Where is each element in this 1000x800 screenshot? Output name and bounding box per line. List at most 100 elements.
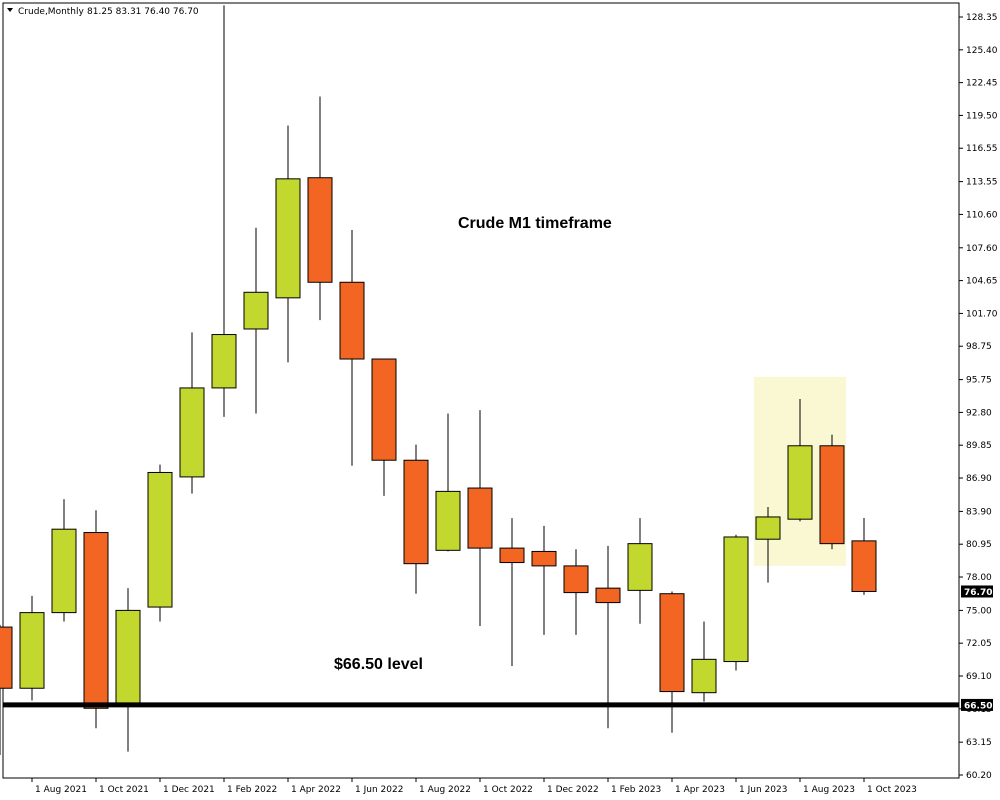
candle-body xyxy=(243,291,269,330)
candle-body xyxy=(595,587,621,604)
y-tick-label: 125.40 xyxy=(966,46,998,56)
candle-body xyxy=(787,445,813,520)
svg-text:66.50: 66.50 xyxy=(964,701,992,711)
candle-body xyxy=(115,609,141,706)
candle-body xyxy=(275,178,301,299)
candle[interactable] xyxy=(499,518,525,666)
triangle-down-icon[interactable] xyxy=(7,8,13,12)
x-tick-label: 1 Aug 2023 xyxy=(803,785,855,795)
candle[interactable] xyxy=(595,545,621,729)
y-tick-label: 89.85 xyxy=(966,441,992,451)
y-tick-label: 80.95 xyxy=(966,540,992,550)
candle-body xyxy=(339,281,365,360)
symbol-label: Crude,Monthly xyxy=(18,7,85,17)
candle-body xyxy=(563,565,589,594)
candle-body xyxy=(0,626,13,689)
candle[interactable] xyxy=(371,358,397,496)
level-price-tag: 66.50 xyxy=(961,698,993,711)
candle-body xyxy=(307,177,333,283)
candle-body xyxy=(755,516,781,540)
candle-body xyxy=(467,487,493,549)
y-tick-label: 119.50 xyxy=(966,111,998,121)
y-tick-label: 86.90 xyxy=(966,474,992,484)
x-tick-label: 1 Oct 2022 xyxy=(483,785,533,795)
y-tick-label: 95.75 xyxy=(966,376,992,386)
candle-body xyxy=(627,543,653,591)
ohlc-readout: 81.25 83.31 76.40 76.70 xyxy=(87,7,199,17)
candle-body xyxy=(211,334,237,389)
candle-body xyxy=(403,459,429,565)
candle[interactable] xyxy=(467,410,493,626)
candle[interactable] xyxy=(243,227,269,414)
x-tick-label: 1 Feb 2023 xyxy=(611,785,661,795)
candle[interactable] xyxy=(83,510,109,729)
svg-text:76.70: 76.70 xyxy=(964,588,992,598)
x-tick-label: 1 Aug 2021 xyxy=(35,785,87,795)
candle-body xyxy=(83,532,109,709)
x-tick-label: 1 Apr 2022 xyxy=(291,785,341,795)
y-tick-label: 122.45 xyxy=(966,79,998,89)
x-tick-label: 1 Jun 2022 xyxy=(355,785,403,795)
candle[interactable] xyxy=(403,444,429,594)
candle-body xyxy=(51,528,77,614)
candle-body xyxy=(499,547,525,564)
candle-body xyxy=(659,593,685,693)
y-tick-label: 113.55 xyxy=(966,178,998,188)
x-tick-label: 1 Apr 2023 xyxy=(675,785,725,795)
candle[interactable] xyxy=(691,621,717,702)
y-tick-label: 72.05 xyxy=(966,639,992,649)
candle[interactable] xyxy=(0,624,13,755)
candle[interactable] xyxy=(659,591,685,733)
candle[interactable] xyxy=(179,332,205,494)
candle[interactable] xyxy=(211,5,237,417)
x-tick-label: 1 Aug 2022 xyxy=(419,785,471,795)
candle-body xyxy=(819,445,845,545)
y-tick-label: 104.65 xyxy=(966,277,998,287)
candle[interactable] xyxy=(531,525,557,635)
candle[interactable] xyxy=(851,517,877,595)
candle[interactable] xyxy=(627,518,653,624)
candle-body xyxy=(147,471,173,608)
candle-body xyxy=(691,658,717,694)
candle[interactable] xyxy=(435,413,461,552)
candle[interactable] xyxy=(755,506,781,583)
candle[interactable] xyxy=(147,464,173,622)
candle[interactable] xyxy=(307,96,333,321)
x-tick-label: 1 Jun 2023 xyxy=(739,785,787,795)
candle-body xyxy=(723,536,749,663)
y-tick-label: 116.55 xyxy=(966,144,998,154)
timeframe-annotation: Crude M1 timeframe xyxy=(458,215,612,232)
candle[interactable] xyxy=(723,534,749,671)
y-tick-label: 69.10 xyxy=(966,672,992,682)
level-annotation: $66.50 level xyxy=(334,656,423,673)
candle-body xyxy=(179,387,205,478)
candle[interactable] xyxy=(563,549,589,635)
candle[interactable] xyxy=(787,399,813,522)
y-tick-label: 78.00 xyxy=(966,573,992,583)
candle-body xyxy=(851,540,877,592)
candle-body xyxy=(531,550,557,567)
candle-body xyxy=(371,358,397,461)
y-tick-label: 98.75 xyxy=(966,342,992,352)
x-tick-label: 1 Feb 2022 xyxy=(227,785,277,795)
y-tick-label: 110.60 xyxy=(966,210,998,220)
y-tick-label: 63.15 xyxy=(966,738,992,748)
candle[interactable] xyxy=(19,595,45,701)
y-tick-label: 101.70 xyxy=(966,309,998,319)
x-tick-label: 1 Oct 2023 xyxy=(867,785,917,795)
y-tick-label: 75.00 xyxy=(966,606,992,616)
y-tick-label: 60.20 xyxy=(966,771,992,781)
x-tick-label: 1 Dec 2021 xyxy=(163,785,215,795)
candle[interactable] xyxy=(819,434,845,550)
x-tick-label: 1 Oct 2021 xyxy=(99,785,149,795)
candle[interactable] xyxy=(51,499,77,622)
current-price-tag: 76.70 xyxy=(961,585,993,598)
candle[interactable] xyxy=(275,125,301,363)
candle[interactable] xyxy=(339,229,365,466)
candle-body xyxy=(435,490,461,551)
y-tick-label: 107.60 xyxy=(966,244,998,254)
x-tick-label: 1 Dec 2022 xyxy=(547,785,599,795)
candle-body xyxy=(19,612,45,689)
